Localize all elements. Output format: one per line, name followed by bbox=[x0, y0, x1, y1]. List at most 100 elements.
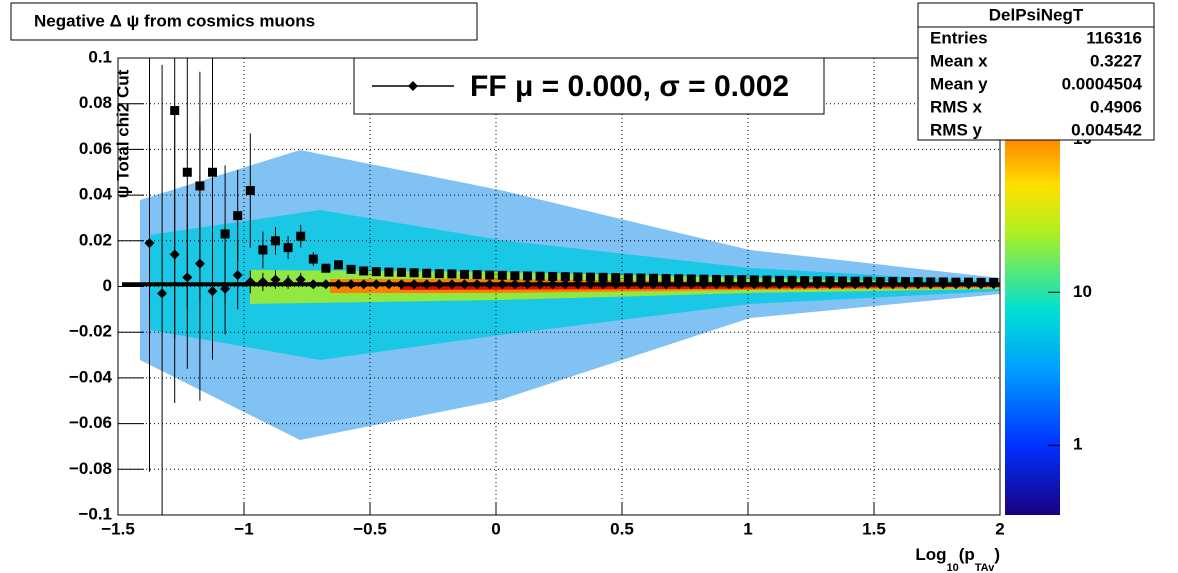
x-tick-label: 0.5 bbox=[610, 519, 634, 538]
square-point bbox=[258, 245, 268, 255]
x-tick-label: 0 bbox=[491, 519, 500, 538]
diamond-point bbox=[875, 279, 886, 290]
square-point bbox=[346, 264, 356, 274]
y-axis-label: ψ Total chi2 Cut bbox=[113, 69, 132, 198]
square-point bbox=[586, 272, 595, 282]
diamond-point bbox=[295, 274, 306, 285]
x-tick-label: −1.5 bbox=[101, 519, 135, 538]
square-point bbox=[233, 211, 243, 221]
square-point bbox=[611, 273, 621, 283]
x-label-part: 10 bbox=[946, 562, 958, 573]
x-tick-label: 1 bbox=[743, 519, 752, 538]
x-label-part: (p bbox=[959, 545, 975, 564]
legend-marker bbox=[408, 81, 418, 91]
square-point bbox=[182, 167, 192, 177]
diamond-point bbox=[169, 249, 180, 260]
diamond-point bbox=[774, 279, 785, 290]
diamond-point bbox=[472, 279, 483, 290]
diamond-point bbox=[144, 238, 155, 249]
square-point bbox=[321, 263, 331, 273]
square-point bbox=[485, 270, 495, 280]
y-tick-label: −0.02 bbox=[69, 322, 112, 341]
diamond-point bbox=[749, 279, 760, 290]
diamond-point bbox=[837, 279, 848, 290]
stats-label: Entries bbox=[930, 28, 988, 47]
square-point bbox=[409, 268, 419, 278]
stats-value: 0.4906 bbox=[1090, 97, 1142, 116]
diamond-point bbox=[963, 279, 974, 290]
z-tick-label: 10 bbox=[1073, 282, 1092, 301]
diamond-point bbox=[497, 279, 508, 290]
y-tick-label: 0.04 bbox=[79, 185, 113, 204]
y-tick-label: 0 bbox=[103, 276, 112, 295]
square-point bbox=[598, 272, 608, 282]
x-tick-label: 2 bbox=[995, 519, 1004, 538]
square-point bbox=[535, 271, 545, 281]
diamond-point bbox=[245, 276, 256, 287]
square-point bbox=[460, 269, 469, 279]
y-tick-label: 0.06 bbox=[79, 139, 112, 158]
square-point bbox=[560, 272, 570, 282]
stats-label: Mean y bbox=[930, 74, 988, 93]
diamond-point bbox=[207, 286, 218, 297]
stats-box bbox=[917, 2, 1155, 141]
diamond-point bbox=[761, 279, 772, 290]
diamond-point bbox=[950, 279, 961, 290]
diamond-point bbox=[371, 279, 382, 290]
diamond-point bbox=[283, 276, 294, 287]
diamond-point bbox=[459, 279, 470, 290]
stats-label: RMS x bbox=[930, 97, 983, 116]
square-point bbox=[384, 267, 394, 277]
square-point bbox=[699, 274, 709, 284]
square-point bbox=[283, 243, 293, 253]
diamond-point bbox=[799, 279, 810, 290]
x-label-part: TAv bbox=[975, 562, 995, 573]
legend-text: FF μ = 0.000, σ = 0.002 bbox=[470, 70, 789, 103]
z-tick-label: 1 bbox=[1073, 435, 1082, 454]
square-point bbox=[661, 274, 671, 284]
diamond-point bbox=[648, 279, 659, 290]
square-point bbox=[573, 272, 583, 282]
square-point bbox=[649, 273, 658, 283]
diamond-point bbox=[623, 279, 634, 290]
diamond-point bbox=[560, 279, 571, 290]
diamond-point bbox=[824, 279, 835, 290]
diamond-point bbox=[535, 279, 546, 290]
stats-value: 0.3227 bbox=[1090, 51, 1142, 70]
diamond-point bbox=[900, 279, 911, 290]
diamond-point bbox=[635, 279, 646, 290]
diamond-point bbox=[913, 279, 924, 290]
diamond-point bbox=[232, 270, 243, 281]
diamond-point bbox=[787, 279, 798, 290]
y-tick-label: −0.04 bbox=[69, 367, 113, 386]
stats-label: RMS y bbox=[930, 120, 983, 139]
diamond-point bbox=[182, 272, 193, 283]
stats-value: 0.0004504 bbox=[1062, 74, 1143, 93]
square-point bbox=[245, 186, 255, 196]
stats-value: 0.004542 bbox=[1071, 120, 1142, 139]
x-label-part: ) bbox=[994, 545, 1000, 564]
diamond-point bbox=[686, 279, 697, 290]
y-tick-label: 0.02 bbox=[79, 230, 112, 249]
diamond-point bbox=[988, 279, 999, 290]
diamond-point bbox=[484, 279, 495, 290]
diamond-point bbox=[862, 279, 873, 290]
diamond-point bbox=[661, 279, 672, 290]
square-point bbox=[686, 274, 696, 284]
diamond-point bbox=[850, 279, 861, 290]
square-point bbox=[220, 229, 230, 239]
diamond-point bbox=[673, 279, 684, 290]
heatmap bbox=[140, 150, 1000, 440]
square-point bbox=[397, 267, 406, 277]
square-point bbox=[296, 231, 306, 241]
square-point bbox=[497, 270, 507, 280]
square-point bbox=[208, 167, 217, 177]
diamond-point bbox=[446, 279, 457, 290]
diamond-point bbox=[887, 279, 898, 290]
square-point bbox=[359, 266, 369, 276]
diamond-point bbox=[320, 279, 331, 290]
diamond-point bbox=[396, 279, 407, 290]
chart-title: Negative Δ ψ from cosmics muons bbox=[34, 11, 315, 30]
diamond-point bbox=[812, 279, 823, 290]
